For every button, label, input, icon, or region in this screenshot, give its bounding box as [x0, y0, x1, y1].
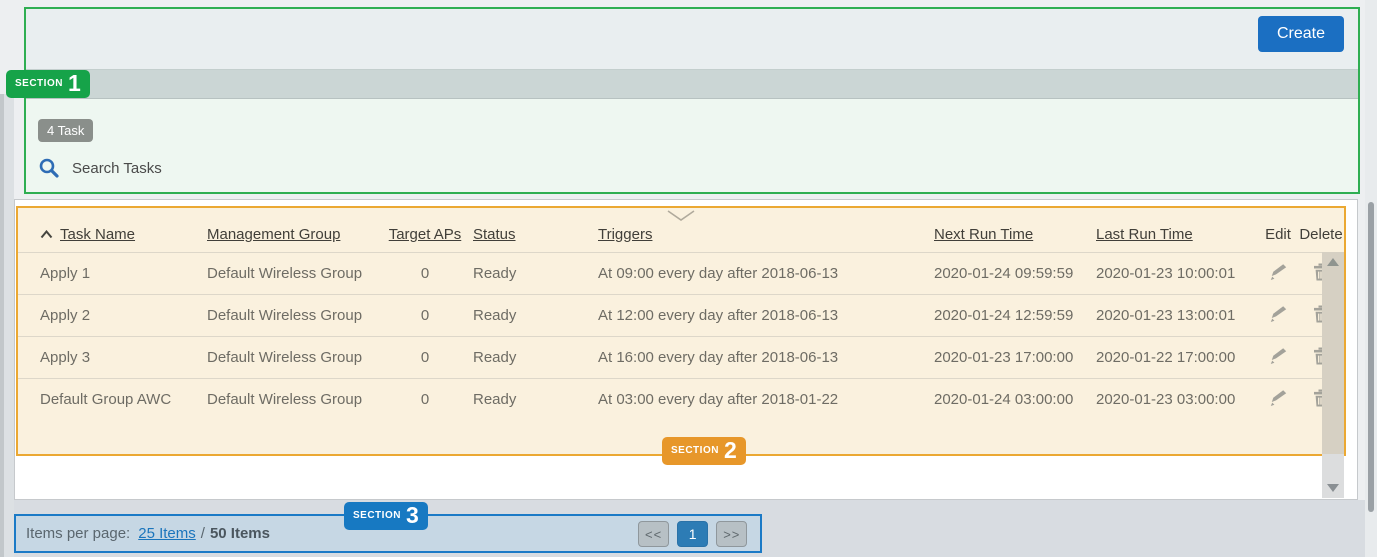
column-header-status[interactable]: Status [473, 226, 516, 243]
search-row [38, 157, 1358, 179]
cell-target-aps: 0 [420, 307, 430, 324]
cell-task-name: Apply 3 [40, 349, 91, 366]
table-scrollbar[interactable] [1322, 252, 1344, 498]
column-header-delete: Delete [1299, 226, 1343, 243]
cell-management-group: Default Wireless Group [207, 265, 363, 282]
cell-management-group: Default Wireless Group [207, 349, 363, 366]
tasks-panel-section: Create 4 Task [24, 7, 1360, 194]
total-items-label: 50 Items [209, 525, 270, 542]
section-annotation-number: 1 [67, 70, 81, 96]
panel-header-band[interactable] [26, 69, 1358, 99]
section-annotation-3: SECTION 3 [344, 502, 428, 530]
search-icon [38, 157, 60, 179]
pencil-icon [1269, 347, 1288, 368]
cell-task-name: Apply 1 [40, 265, 91, 282]
cell-management-group: Default Wireless Group [207, 391, 363, 408]
sort-ascending-icon [40, 230, 53, 239]
items-separator: / [200, 525, 205, 542]
first-page-button[interactable]: << [638, 521, 670, 547]
task-count-badge: 4 Task [38, 119, 94, 142]
table-row: Apply 1 Default Wireless Group 0 Ready A… [18, 252, 1344, 294]
column-header-last-run-time[interactable]: Last Run Time [1096, 226, 1193, 243]
page-size-link[interactable]: 25 Items [138, 525, 196, 542]
column-header-task-name[interactable]: Task Name [18, 226, 207, 252]
cell-management-group: Default Wireless Group [207, 307, 363, 324]
pencil-icon [1269, 305, 1288, 326]
table-header-row: Task Name Management Group Target APs St… [18, 208, 1344, 252]
cell-next-run-time: 2020-01-24 09:59:59 [934, 265, 1074, 282]
cell-status: Ready [473, 265, 517, 282]
column-header-target-aps[interactable]: Target APs [388, 226, 462, 243]
cell-next-run-time: 2020-01-23 17:00:00 [934, 349, 1074, 366]
cell-triggers: At 03:00 every day after 2018-01-22 [598, 391, 839, 408]
task-table-section: Task Name Management Group Target APs St… [16, 206, 1346, 456]
create-button[interactable]: Create [1257, 16, 1344, 52]
scroll-up-icon[interactable] [1327, 258, 1339, 266]
chevron-down-icon[interactable] [667, 209, 695, 227]
cell-next-run-time: 2020-01-24 12:59:59 [934, 307, 1074, 324]
cell-triggers: At 12:00 every day after 2018-06-13 [598, 307, 839, 324]
pencil-icon [1269, 389, 1288, 410]
cell-status: Ready [473, 307, 517, 324]
cell-last-run-time: 2020-01-23 13:00:01 [1096, 307, 1236, 324]
browser-scrollbar-thumb[interactable] [1368, 202, 1374, 512]
cell-task-name: Apply 2 [40, 307, 91, 324]
edit-button[interactable] [1258, 347, 1298, 368]
page-1-button[interactable]: 1 [677, 521, 709, 547]
table-row: Apply 2 Default Wireless Group 0 Ready A… [18, 294, 1344, 336]
section-annotation-number: 2 [723, 437, 737, 463]
search-input[interactable] [70, 158, 394, 178]
section-annotation-word: SECTION [353, 510, 401, 521]
section-annotation-word: SECTION [15, 78, 63, 89]
pager: << 1 >> [638, 521, 748, 547]
edit-button[interactable] [1258, 263, 1298, 284]
column-header-management-group[interactable]: Management Group [207, 226, 341, 243]
cell-next-run-time: 2020-01-24 03:00:00 [934, 391, 1074, 408]
cell-last-run-time: 2020-01-22 17:00:00 [1096, 349, 1236, 366]
cell-status: Ready [473, 391, 517, 408]
pagination-bar: Items per page: 25 Items / 50 Items << 1… [14, 514, 762, 553]
table-row: Default Group AWC Default Wireless Group… [18, 378, 1344, 420]
left-edge-strip [0, 94, 4, 557]
toolbar: Create [26, 9, 1358, 69]
table-scrollbar-track[interactable] [1322, 252, 1344, 454]
section-annotation-1: SECTION 1 [6, 70, 90, 98]
table-row: Apply 3 Default Wireless Group 0 Ready A… [18, 336, 1344, 378]
cell-last-run-time: 2020-01-23 03:00:00 [1096, 391, 1236, 408]
cell-triggers: At 09:00 every day after 2018-06-13 [598, 265, 839, 282]
edit-button[interactable] [1258, 305, 1298, 326]
column-header-edit: Edit [1265, 226, 1291, 243]
left-gutter [4, 94, 14, 557]
last-page-button[interactable]: >> [716, 521, 748, 547]
section-annotation-number: 3 [405, 502, 419, 528]
cell-task-name: Default Group AWC [40, 391, 172, 408]
cell-target-aps: 0 [420, 349, 430, 366]
column-header-next-run-time[interactable]: Next Run Time [934, 226, 1034, 243]
panel-body: 4 Task [26, 99, 1358, 192]
cell-target-aps: 0 [420, 391, 430, 408]
section-annotation-2: SECTION 2 [662, 437, 746, 465]
cell-status: Ready [473, 349, 517, 366]
edit-button[interactable] [1258, 389, 1298, 410]
section-annotation-word: SECTION [671, 445, 719, 456]
scroll-down-icon[interactable] [1327, 484, 1339, 492]
cell-triggers: At 16:00 every day after 2018-06-13 [598, 349, 839, 366]
items-per-page-label: Items per page: [26, 525, 131, 542]
pencil-icon [1269, 263, 1288, 284]
cell-target-aps: 0 [420, 265, 430, 282]
cell-last-run-time: 2020-01-23 10:00:01 [1096, 265, 1236, 282]
column-header-triggers[interactable]: Triggers [598, 226, 653, 243]
